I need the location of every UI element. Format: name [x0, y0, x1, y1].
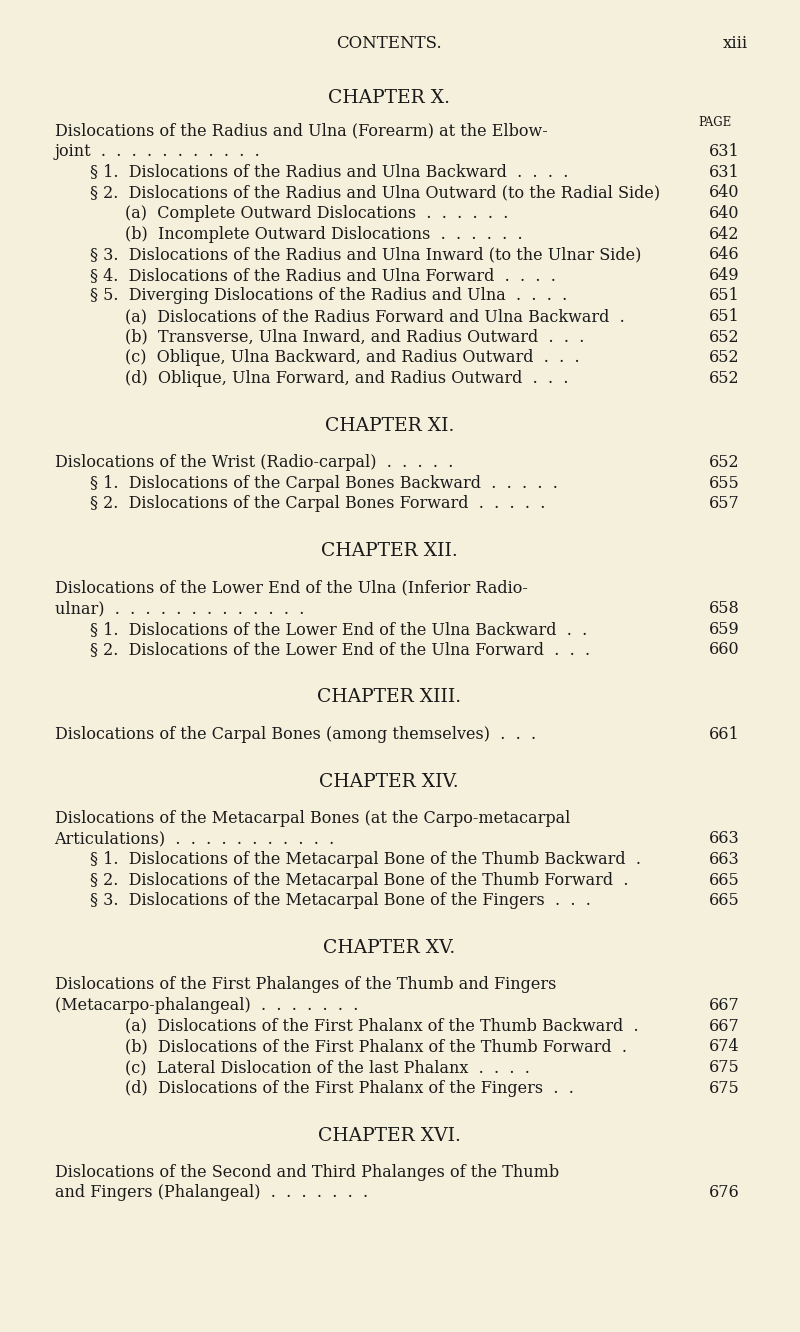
Text: 642: 642	[709, 225, 740, 242]
Text: (b)  Transverse, Ulna Inward, and Radius Outward  .  .  .: (b) Transverse, Ulna Inward, and Radius …	[125, 329, 584, 346]
Text: CONTENTS.: CONTENTS.	[337, 35, 442, 52]
Text: (c)  Lateral Dislocation of the last Phalanx  .  .  .  .: (c) Lateral Dislocation of the last Phal…	[125, 1059, 530, 1076]
Text: 667: 667	[709, 998, 740, 1014]
Text: (b)  Incomplete Outward Dislocations  .  .  .  .  .  .: (b) Incomplete Outward Dislocations . . …	[125, 225, 522, 242]
Text: § 1.  Dislocations of the Metacarpal Bone of the Thumb Backward  .: § 1. Dislocations of the Metacarpal Bone…	[90, 851, 641, 868]
Text: 640: 640	[709, 205, 740, 222]
Text: § 2.  Dislocations of the Metacarpal Bone of the Thumb Forward  .: § 2. Dislocations of the Metacarpal Bone…	[90, 871, 628, 888]
Text: 651: 651	[709, 308, 740, 325]
Text: 658: 658	[709, 601, 740, 617]
Text: xiii: xiii	[722, 35, 747, 52]
Text: § 3.  Dislocations of the Radius and Ulna Inward (to the Ulnar Side): § 3. Dislocations of the Radius and Ulna…	[90, 246, 641, 264]
Text: 667: 667	[709, 1018, 740, 1035]
Text: § 2.  Dislocations of the Radius and Ulna Outward (to the Radial Side): § 2. Dislocations of the Radius and Ulna…	[90, 184, 660, 201]
Text: (c)  Oblique, Ulna Backward, and Radius Outward  .  .  .: (c) Oblique, Ulna Backward, and Radius O…	[125, 349, 579, 366]
Text: 646: 646	[709, 246, 740, 264]
Text: 676: 676	[709, 1184, 740, 1201]
Text: joint  .  .  .  .  .  .  .  .  .  .  .: joint . . . . . . . . . . .	[54, 143, 260, 160]
Text: (a)  Dislocations of the Radius Forward and Ulna Backward  .: (a) Dislocations of the Radius Forward a…	[125, 308, 624, 325]
Text: § 4.  Dislocations of the Radius and Ulna Forward  .  .  .  .: § 4. Dislocations of the Radius and Ulna…	[90, 266, 555, 284]
Text: ulnar)  .  .  .  .  .  .  .  .  .  .  .  .  .: ulnar) . . . . . . . . . . . . .	[54, 601, 304, 617]
Text: § 3.  Dislocations of the Metacarpal Bone of the Fingers  .  .  .: § 3. Dislocations of the Metacarpal Bone…	[90, 892, 590, 910]
Text: Dislocations of the Second and Third Phalanges of the Thumb: Dislocations of the Second and Third Pha…	[54, 1164, 558, 1180]
Text: 675: 675	[709, 1080, 740, 1096]
Text: § 2.  Dislocations of the Lower End of the Ulna Forward  .  .  .: § 2. Dislocations of the Lower End of th…	[90, 642, 590, 658]
Text: § 2.  Dislocations of the Carpal Bones Forward  .  .  .  .  .: § 2. Dislocations of the Carpal Bones Fo…	[90, 496, 545, 513]
Text: 649: 649	[709, 266, 740, 284]
Text: 663: 663	[709, 851, 740, 868]
Text: CHAPTER XI.: CHAPTER XI.	[325, 417, 454, 436]
Text: 659: 659	[709, 621, 740, 638]
Text: 631: 631	[709, 164, 740, 181]
Text: Dislocations of the First Phalanges of the Thumb and Fingers: Dislocations of the First Phalanges of t…	[54, 976, 556, 994]
Text: 631: 631	[709, 143, 740, 160]
Text: 675: 675	[709, 1059, 740, 1076]
Text: 652: 652	[709, 349, 740, 366]
Text: 652: 652	[709, 370, 740, 388]
Text: Dislocations of the Radius and Ulna (Forearm) at the Elbow-: Dislocations of the Radius and Ulna (For…	[54, 123, 547, 140]
Text: (d)  Dislocations of the First Phalanx of the Fingers  .  .: (d) Dislocations of the First Phalanx of…	[125, 1080, 574, 1096]
Text: Dislocations of the Wrist (Radio-carpal)  .  .  .  .  .: Dislocations of the Wrist (Radio-carpal)…	[54, 454, 453, 472]
Text: PAGE: PAGE	[698, 116, 732, 129]
Text: Dislocations of the Carpal Bones (among themselves)  .  .  .: Dislocations of the Carpal Bones (among …	[54, 726, 536, 743]
Text: CHAPTER XV.: CHAPTER XV.	[323, 939, 455, 958]
Text: § 1.  Dislocations of the Lower End of the Ulna Backward  .  .: § 1. Dislocations of the Lower End of th…	[90, 621, 586, 638]
Text: § 1.  Dislocations of the Radius and Ulna Backward  .  .  .  .: § 1. Dislocations of the Radius and Ulna…	[90, 164, 568, 181]
Text: 665: 665	[709, 871, 740, 888]
Text: Articulations)  .  .  .  .  .  .  .  .  .  .  .: Articulations) . . . . . . . . . . .	[54, 830, 334, 847]
Text: CHAPTER XIII.: CHAPTER XIII.	[318, 689, 462, 706]
Text: 652: 652	[709, 454, 740, 472]
Text: (a)  Dislocations of the First Phalanx of the Thumb Backward  .: (a) Dislocations of the First Phalanx of…	[125, 1018, 638, 1035]
Text: CHAPTER XII.: CHAPTER XII.	[321, 542, 458, 561]
Text: § 5.  Diverging Dislocations of the Radius and Ulna  .  .  .  .: § 5. Diverging Dislocations of the Radiu…	[90, 288, 566, 305]
Text: Dislocations of the Lower End of the Ulna (Inferior Radio-: Dislocations of the Lower End of the Uln…	[54, 579, 527, 597]
Text: CHAPTER XIV.: CHAPTER XIV.	[319, 773, 459, 791]
Text: 640: 640	[709, 184, 740, 201]
Text: 657: 657	[709, 496, 740, 513]
Text: Dislocations of the Metacarpal Bones (at the Carpo-metacarpal: Dislocations of the Metacarpal Bones (at…	[54, 810, 570, 827]
Text: 665: 665	[709, 892, 740, 910]
Text: 660: 660	[709, 642, 740, 658]
Text: (d)  Oblique, Ulna Forward, and Radius Outward  .  .  .: (d) Oblique, Ulna Forward, and Radius Ou…	[125, 370, 568, 388]
Text: § 1.  Dislocations of the Carpal Bones Backward  .  .  .  .  .: § 1. Dislocations of the Carpal Bones Ba…	[90, 474, 558, 492]
Text: CHAPTER X.: CHAPTER X.	[328, 89, 450, 108]
Text: and Fingers (Phalangeal)  .  .  .  .  .  .  .: and Fingers (Phalangeal) . . . . . . .	[54, 1184, 368, 1201]
Text: CHAPTER XVI.: CHAPTER XVI.	[318, 1127, 461, 1144]
Text: 661: 661	[709, 726, 740, 743]
Text: (b)  Dislocations of the First Phalanx of the Thumb Forward  .: (b) Dislocations of the First Phalanx of…	[125, 1039, 626, 1055]
Text: 655: 655	[709, 474, 740, 492]
Text: 663: 663	[709, 830, 740, 847]
Text: 651: 651	[709, 288, 740, 305]
Text: (a)  Complete Outward Dislocations  .  .  .  .  .  .: (a) Complete Outward Dislocations . . . …	[125, 205, 508, 222]
Text: 674: 674	[709, 1039, 740, 1055]
Text: (Metacarpo-phalangeal)  .  .  .  .  .  .  .: (Metacarpo-phalangeal) . . . . . . .	[54, 998, 358, 1014]
Text: 652: 652	[709, 329, 740, 346]
